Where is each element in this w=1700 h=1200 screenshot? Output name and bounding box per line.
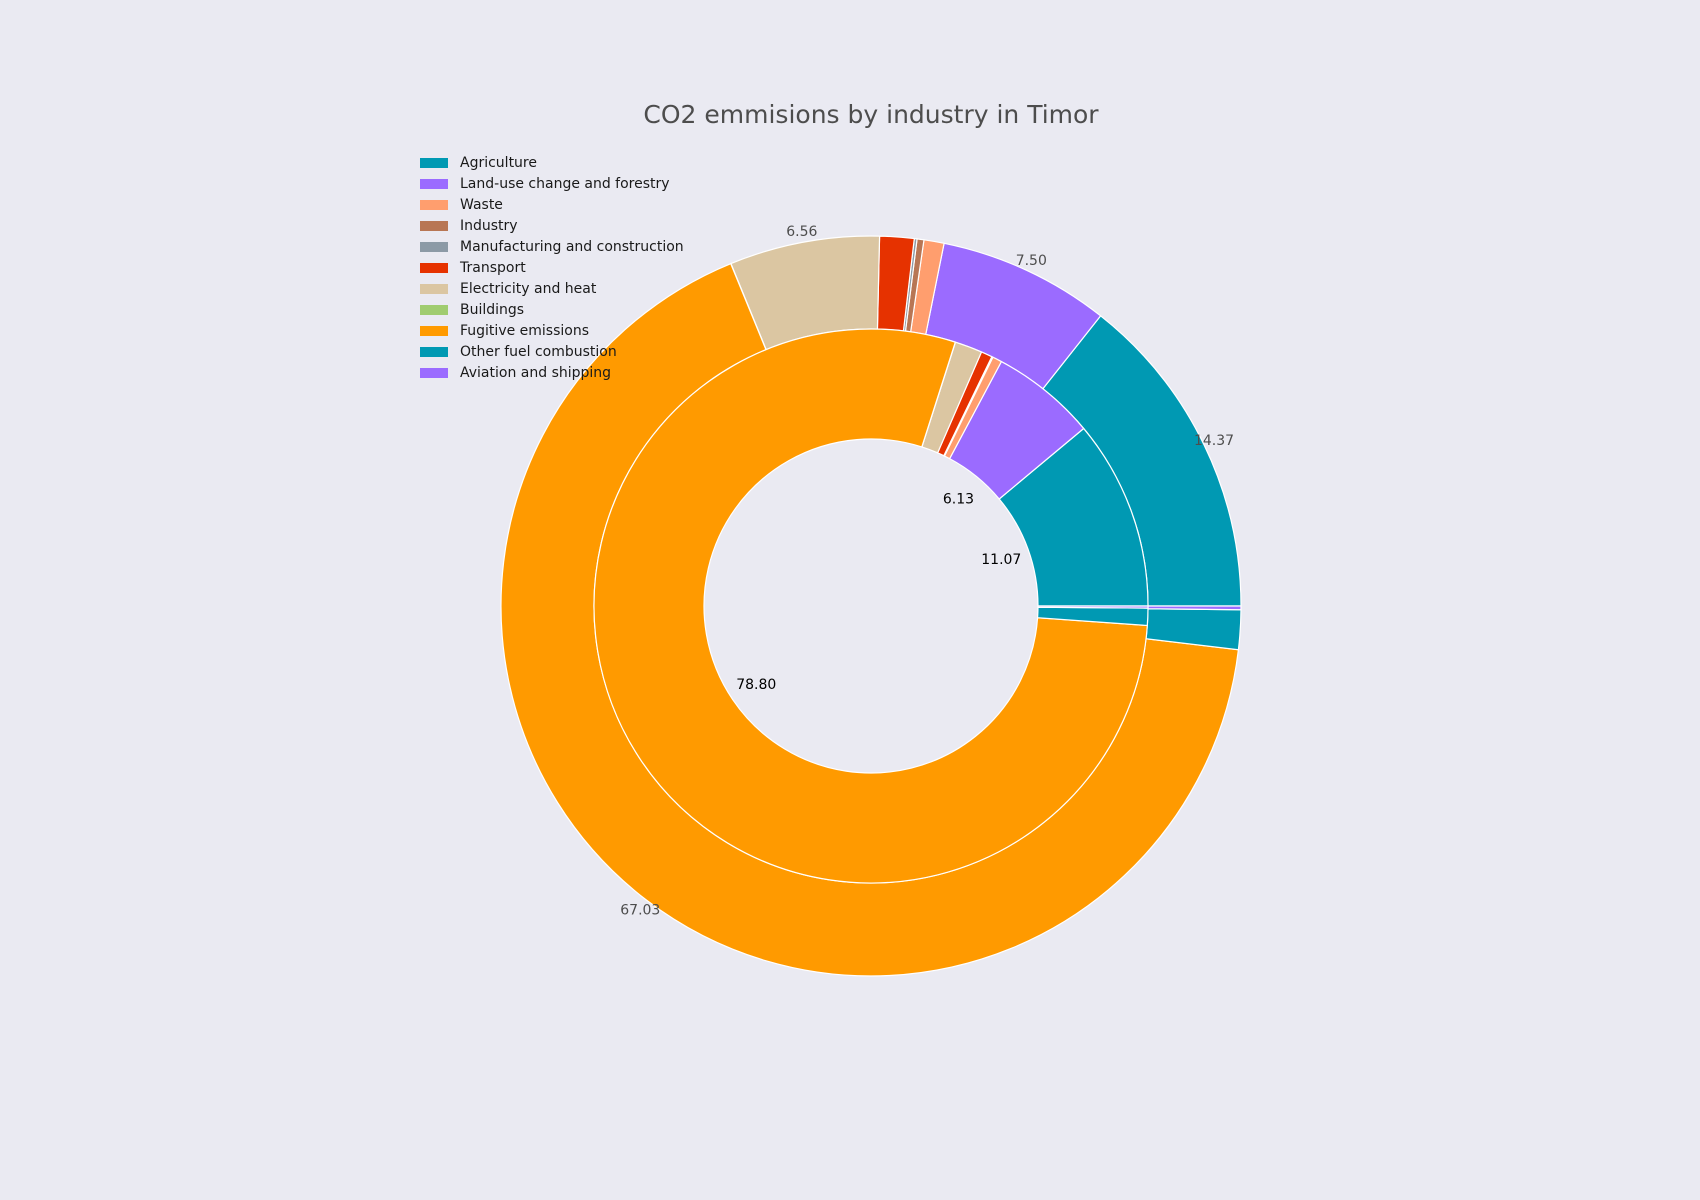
legend-label: Other fuel combustion [460,343,617,360]
legend-swatch [420,367,448,378]
legend: Agriculture Land-use change and forestry W… [420,152,684,383]
legend-item: Transport [420,257,684,278]
outer-ring [500,235,1242,977]
legend-label: Land-use change and forestry [460,175,670,192]
legend-label: Agriculture [460,154,537,171]
legend-label: Aviation and shipping [460,364,612,381]
legend-item: Buildings [420,299,684,320]
legend-item: Other fuel combustion [420,341,684,362]
inner-slice-fugitive-emissions [593,328,1148,884]
legend-item: Manufacturing and construction [420,236,684,257]
inner-label-fugitive-emissions: 78.80 [736,677,776,693]
legend-item: Waste [420,194,684,215]
inner-label-agriculture: 11.07 [981,552,1021,568]
legend-swatch [420,157,448,168]
legend-item: Land-use change and forestry [420,173,684,194]
legend-item: Aviation and shipping [420,362,684,383]
inner-ring [593,328,1149,884]
legend-swatch [420,262,448,273]
legend-label: Buildings [460,301,525,318]
chart-title: CO2 emmisions by industry in Timor [643,100,1099,129]
legend-item: Industry [420,215,684,236]
legend-label: Fugitive emissions [460,322,590,339]
outer-label-land-use-change-and-forestry: 7.50 [1016,253,1047,269]
legend-swatch [420,241,448,252]
legend-item: Agriculture [420,152,684,173]
legend-swatch [420,283,448,294]
outer-label-electricity-and-heat: 6.56 [786,224,817,240]
legend-item: Electricity and heat [420,278,684,299]
legend-label: Electricity and heat [460,280,597,297]
inner-slice-aviation-and-shipping [1037,605,1149,609]
legend-swatch [420,325,448,336]
legend-label: Manufacturing and construction [460,238,684,255]
outer-label-agriculture: 14.37 [1194,433,1234,449]
legend-swatch [420,346,448,357]
outer-label-fugitive-emissions: 67.03 [620,902,660,918]
inner-label-land-use-change-and-forestry: 6.13 [943,491,974,507]
legend-swatch [420,178,448,189]
legend-label: Waste [460,196,503,213]
legend-item: Fugitive emissions [420,320,684,341]
legend-swatch [420,220,448,231]
legend-label: Transport [460,259,526,276]
outer-slice-aviation-and-shipping [1147,605,1242,611]
legend-swatch [420,199,448,210]
legend-label: Industry [460,217,518,234]
legend-swatch [420,304,448,315]
slice-labels: 14.37 7.50 6.56 67.03 11.07 6.13 78.80 [620,224,1234,918]
